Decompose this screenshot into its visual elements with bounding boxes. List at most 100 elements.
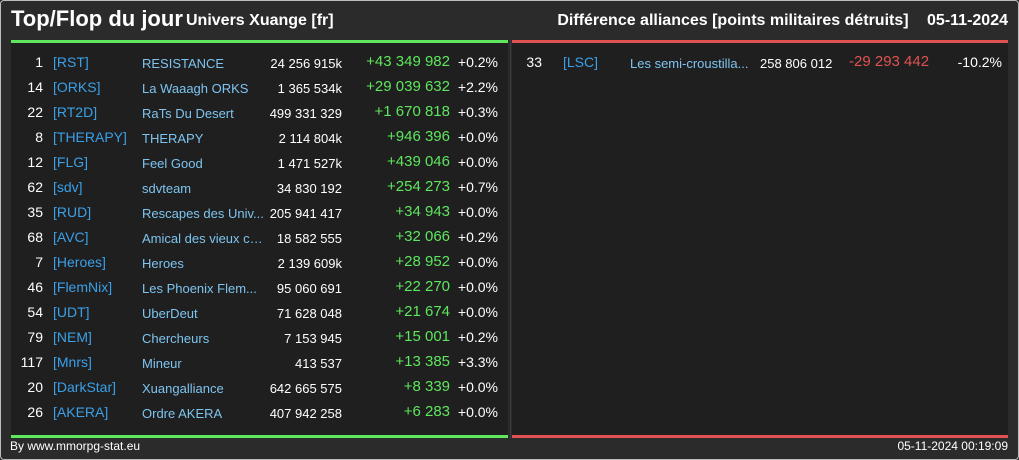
alliance-tag-link[interactable]: [Mnrs]: [53, 354, 92, 370]
alliance-tag-link[interactable]: [AKERA]: [53, 404, 109, 420]
panel-divider: [510, 40, 511, 438]
diff-value: +254 273: [387, 178, 450, 195]
alliance-tag-link[interactable]: [FLG]: [53, 154, 89, 170]
alliance-tag-link[interactable]: [Heroes]: [53, 254, 106, 270]
rank-value: 79: [27, 329, 43, 345]
top-row: 22 [RT2D] RaTs Du Desert 499 331 329 +1 670 …: [11, 100, 508, 125]
points-value: 642 665 575: [269, 381, 342, 396]
rank-value: 12: [27, 154, 43, 170]
alliance-name-link[interactable]: THERAPY: [142, 131, 204, 146]
percent-value: +2.2%: [457, 79, 498, 95]
header-date: 05-11-2024: [927, 12, 1008, 29]
diff-value: +13 385: [395, 353, 450, 370]
diff-value: +28 952: [395, 253, 450, 270]
points-value: 205 941 417: [269, 206, 342, 221]
percent-value: +0.0%: [457, 254, 498, 270]
rank-value: 26: [27, 404, 43, 420]
top-row: 8 [THERAPY] THERAPY 2 114 804k +946 396 +0.0%: [11, 125, 508, 150]
diff-value: +32 066: [395, 228, 450, 245]
alliance-tag-link[interactable]: [AVC]: [53, 229, 89, 245]
top-row: 14 [ORKS] La Waaagh ORKS 1 365 534k +29 039 …: [11, 75, 508, 100]
alliance-name-link[interactable]: Les semi-croustilla...: [630, 56, 749, 71]
percent-value: +0.3%: [457, 104, 498, 120]
top-row: 62 [sdv] sdvteam 34 830 192 +254 273 +0.7%: [11, 175, 508, 200]
percent-value: +0.0%: [457, 379, 498, 395]
alliance-name-link[interactable]: sdvteam: [142, 181, 192, 196]
top-row: 35 [RUD] Rescapes des Univ... 205 941 417 +3…: [11, 200, 508, 225]
rank-value: 68: [27, 229, 43, 245]
alliance-tag-link[interactable]: [FlemNix]: [53, 279, 113, 295]
rank-value: 33: [526, 54, 542, 70]
alliance-tag-link[interactable]: [sdv]: [53, 179, 83, 195]
percent-value: +3.3%: [457, 354, 498, 370]
rank-value: 14: [27, 79, 43, 95]
alliance-name-link[interactable]: Amical des vieux co...: [142, 231, 266, 246]
rank-value: 54: [27, 304, 43, 320]
alliance-name-link[interactable]: Ordre AKERA: [142, 406, 223, 421]
percent-value: +0.0%: [457, 404, 498, 420]
points-value: 258 806 012: [760, 56, 833, 71]
footer-source[interactable]: By www.mmorpg-stat.eu: [10, 439, 141, 453]
top-row: 54 [UDT] UberDeut 71 628 048 +21 674 +0.0%: [11, 300, 508, 325]
percent-value: +0.0%: [457, 154, 498, 170]
points-value: 18 582 555: [276, 231, 342, 246]
diff-value: +439 046: [387, 153, 450, 170]
rank-value: 8: [35, 129, 43, 145]
rank-value: 20: [27, 379, 43, 395]
points-value: 24 256 915k: [270, 56, 342, 71]
top-row: 12 [FLG] Feel Good 1 471 527k +439 046 +0.0%: [11, 150, 508, 175]
percent-value: +0.0%: [457, 204, 498, 220]
rank-value: 22: [27, 104, 43, 120]
rank-value: 117: [20, 354, 43, 370]
top-row: 68 [AVC] Amical des vieux co... 18 582 555 +…: [11, 225, 508, 250]
alliance-name-link[interactable]: Mineur: [142, 356, 182, 371]
percent-value: +0.0%: [457, 304, 498, 320]
points-value: 1 365 534k: [277, 81, 342, 96]
rank-value: 46: [27, 279, 43, 295]
points-value: 7 153 945: [284, 331, 342, 346]
alliance-tag-link[interactable]: [RT2D]: [53, 104, 98, 120]
alliance-tag-link[interactable]: [NEM]: [53, 329, 92, 345]
points-value: 499 331 329: [269, 106, 342, 121]
top-row: 46 [FlemNix] Les Phoenix Flem... 95 060 691…: [11, 275, 508, 300]
alliance-name-link[interactable]: Xuangalliance: [142, 381, 224, 396]
alliance-name-link[interactable]: Les Phoenix Flem...: [142, 281, 257, 296]
alliance-tag-link[interactable]: [UDT]: [53, 304, 90, 320]
points-value: 95 060 691: [276, 281, 342, 296]
top-row: 7 [Heroes] Heroes 2 139 609k +28 952 +0.0%: [11, 250, 508, 275]
diff-value: +946 396: [387, 128, 450, 145]
alliance-name-link[interactable]: Heroes: [142, 256, 184, 271]
percent-value: +0.0%: [457, 279, 498, 295]
top-row: 117 [Mnrs] Mineur 413 537 +13 385 +3.3%: [11, 350, 508, 375]
points-value: 1 471 527k: [277, 156, 342, 171]
alliance-name-link[interactable]: UberDeut: [142, 306, 198, 321]
alliance-name-link[interactable]: Chercheurs: [142, 331, 210, 346]
diff-value: +8 339: [403, 378, 450, 395]
alliance-name-link[interactable]: Feel Good: [142, 156, 203, 171]
rank-value: 7: [35, 254, 43, 270]
top-row: 26 [AKERA] Ordre AKERA 407 942 258 +6 283 +0.…: [11, 400, 508, 425]
percent-value: +0.7%: [457, 179, 498, 195]
universe-label: Univers Xuange [fr]: [186, 12, 334, 29]
alliance-tag-link[interactable]: [THERAPY]: [53, 129, 127, 145]
footer-timestamp: 05-11-2024 00:19:09: [897, 439, 1008, 453]
alliance-tag-link[interactable]: [RST]: [53, 54, 89, 70]
alliance-tag-link[interactable]: [ORKS]: [53, 79, 101, 95]
diff-value: -29 293 442: [849, 53, 930, 70]
alliance-name-link[interactable]: RESISTANCE: [142, 56, 225, 71]
top-row: 1 [RST] RESISTANCE 24 256 915k +43 349 982 +0…: [11, 50, 508, 75]
alliance-tag-link[interactable]: [RUD]: [53, 204, 92, 220]
alliance-name-link[interactable]: RaTs Du Desert: [142, 106, 234, 121]
header-right: Différence alliances [points militaires …: [557, 12, 1008, 30]
points-value: 71 628 048: [276, 306, 342, 321]
points-value: 2 114 804k: [278, 131, 342, 146]
rank-value: 35: [27, 204, 43, 220]
alliance-name-link[interactable]: Rescapes des Univ...: [142, 206, 264, 221]
alliance-name-link[interactable]: La Waaagh ORKS: [142, 81, 249, 96]
alliance-tag-link[interactable]: [DarkStar]: [53, 379, 117, 395]
diff-value: +29 039 632: [366, 78, 450, 95]
diff-value: +6 283: [403, 403, 450, 420]
percent-value: -10.2%: [957, 54, 1002, 70]
alliance-tag-link[interactable]: [LSC]: [563, 54, 599, 70]
points-value: 407 942 258: [269, 406, 342, 421]
